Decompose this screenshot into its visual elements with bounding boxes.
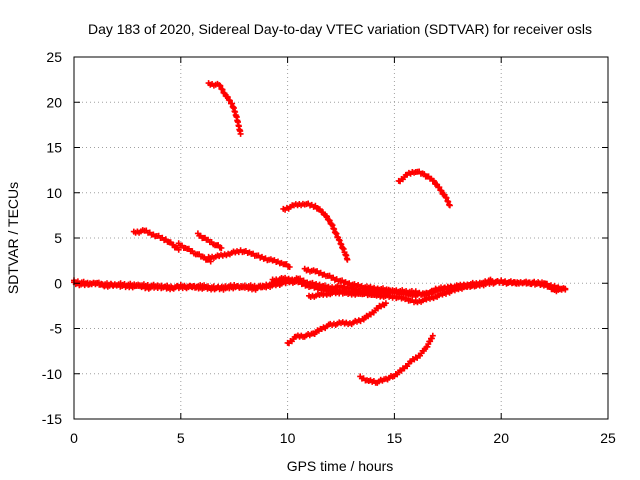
track-neg-10 xyxy=(284,300,389,347)
plus-markers xyxy=(301,265,394,295)
track-from-9 xyxy=(269,274,329,292)
x-tick-label: 10 xyxy=(280,430,296,446)
track-from-11 xyxy=(301,265,394,295)
data-series xyxy=(71,80,569,386)
plus-markers xyxy=(205,247,293,270)
plus-markers xyxy=(306,276,494,306)
track-neg-14 xyxy=(357,332,436,386)
plus-markers xyxy=(205,80,244,137)
y-tick-label: 15 xyxy=(46,140,62,156)
x-tick-label: 20 xyxy=(493,430,509,446)
y-tick-label: -15 xyxy=(42,411,62,427)
track-high-7 xyxy=(205,80,244,137)
x-tick-label: 0 xyxy=(70,430,78,446)
y-tick-label: 10 xyxy=(46,185,62,201)
track-arc-16 xyxy=(395,168,453,209)
track-5 xyxy=(175,240,214,265)
y-axis-label: SDTVAR / TECUs xyxy=(5,182,21,294)
x-tick-label: 25 xyxy=(600,430,616,446)
plus-markers xyxy=(194,230,225,251)
track-falling-8 xyxy=(205,247,293,270)
x-tick-label: 5 xyxy=(177,430,185,446)
y-tick-label: -5 xyxy=(50,321,63,337)
x-axis-label: GPS time / hours xyxy=(287,458,394,474)
plus-markers xyxy=(284,300,389,347)
y-tick-label: 0 xyxy=(54,275,62,291)
x-tick-label: 15 xyxy=(387,430,403,446)
plus-markers xyxy=(280,200,351,263)
plus-markers xyxy=(395,168,453,209)
x-axis-ticks: 0 5 10 15 20 25 xyxy=(70,57,616,446)
y-axis-ticks: -15 -10 -5 0 5 10 15 20 25 xyxy=(42,49,608,427)
track-3 xyxy=(130,227,182,253)
chart-title: Day 183 of 2020, Sidereal Day-to-day VTE… xyxy=(88,21,592,37)
y-tick-label: 25 xyxy=(46,49,62,65)
plus-markers xyxy=(357,332,436,386)
track-arc-10 xyxy=(280,200,351,263)
plus-markers xyxy=(175,240,214,265)
plus-markers xyxy=(130,227,182,253)
track-rising-low xyxy=(306,276,494,306)
y-tick-label: 20 xyxy=(46,94,62,110)
track-6 xyxy=(194,230,225,251)
y-tick-label: 5 xyxy=(54,230,62,246)
y-tick-label: -10 xyxy=(42,366,62,382)
plus-markers xyxy=(269,274,329,292)
